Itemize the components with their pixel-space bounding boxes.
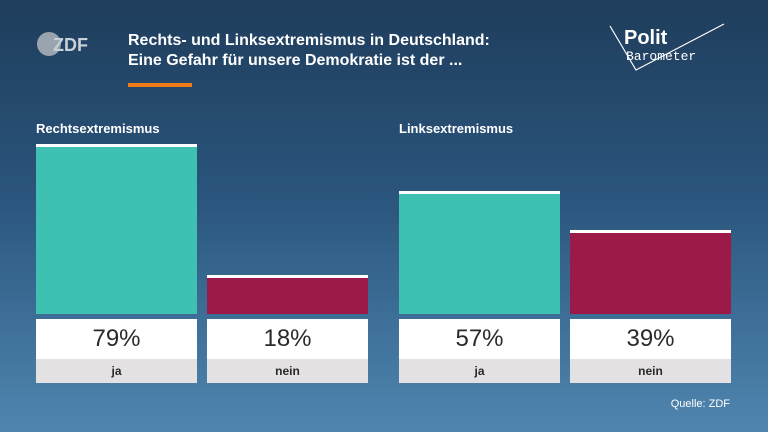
politbarometer-logo-line2: Barometer [626, 49, 696, 64]
accent-bar [128, 83, 192, 87]
value-label-links-ja: 57% [399, 319, 560, 359]
chart-title-line1: Rechts- und Linksextremismus in Deutschl… [128, 32, 490, 49]
value-label-links-nein: 39% [570, 319, 731, 359]
bar-rechts-ja [36, 144, 197, 314]
politbarometer-logo: Polit Barometer [609, 23, 725, 71]
bar-rechts-nein [207, 275, 368, 314]
value-label-rechts-ja: 79% [36, 319, 197, 359]
panel-title-rechts: Rechtsextremismus [36, 121, 160, 136]
panel-title-links: Linksextremismus [399, 121, 514, 136]
chart-title-line2: Eine Gefahr für unsere Demokratie ist de… [128, 52, 463, 69]
value-label-rechts-nein: 18% [207, 319, 368, 359]
source-note: Quelle: ZDF [670, 398, 730, 410]
zdf-logo-text: ZDF [53, 35, 88, 55]
politbarometer-logo-line1: Polit [624, 27, 668, 49]
zdf-logo: ZDF [37, 32, 88, 56]
category-label-links-ja: ja [399, 359, 560, 383]
bar-links-ja [399, 191, 560, 314]
chart-title: Rechts- und Linksextremismus in Deutschl… [128, 31, 588, 71]
category-label-rechts-ja: ja [36, 359, 197, 383]
bar-links-nein [570, 230, 731, 314]
category-label-rechts-nein: nein [207, 359, 368, 383]
category-label-links-nein: nein [570, 359, 731, 383]
